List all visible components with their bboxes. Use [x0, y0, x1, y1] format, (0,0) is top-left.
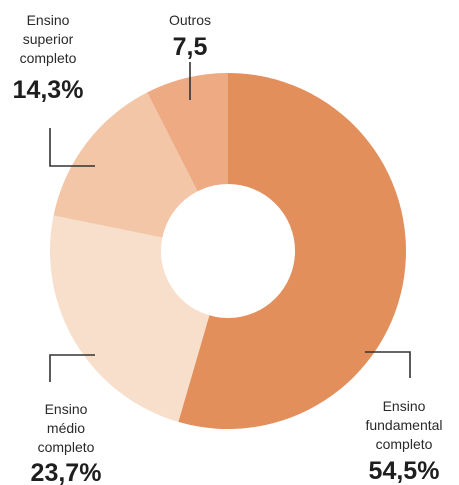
slice-label-medio: Ensino médio completo 23,7%	[31, 401, 102, 485]
label-fundamental-line-2: fundamental	[365, 417, 442, 433]
value-medio: 23,7%	[31, 459, 102, 485]
leader-line-medio	[49, 354, 95, 382]
label-medio-line-3: completo	[38, 439, 95, 455]
label-superior-line-2: superior	[23, 31, 74, 47]
slice-label-superior: Ensino superior completo 14,3%	[13, 12, 84, 104]
slice-label-outros: Outros 7,5	[169, 12, 211, 61]
slice-label-fundamental: Ensino fundamental completo 54,5%	[365, 398, 442, 485]
value-outros: 7,5	[173, 33, 208, 61]
label-fundamental-line-1: Ensino	[383, 398, 426, 414]
label-superior-line-3: completo	[20, 50, 77, 66]
label-medio-line-1: Ensino	[45, 401, 88, 417]
label-superior-line-1: Ensino	[27, 12, 70, 28]
value-fundamental: 54,5%	[369, 457, 440, 485]
value-superior: 14,3%	[13, 76, 84, 104]
donut-hole	[161, 184, 295, 318]
leader-line-superior	[49, 128, 95, 167]
label-outros-line-1: Outros	[169, 12, 211, 28]
label-fundamental-line-3: completo	[376, 436, 433, 452]
leader-line-fundamental	[365, 351, 411, 378]
label-medio-line-2: médio	[47, 420, 85, 436]
